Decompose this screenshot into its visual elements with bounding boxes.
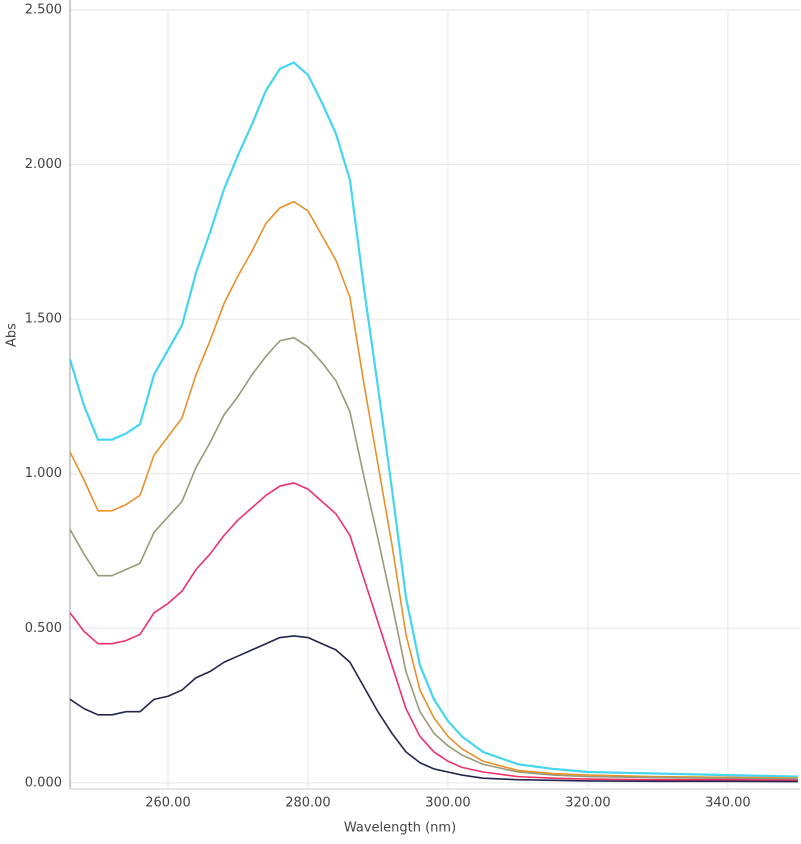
y-tick-label: 2.500 <box>25 3 62 18</box>
x-tick-label: 300.00 <box>425 796 471 811</box>
spectrum-line <box>69 482 798 782</box>
x-axis-title: Wavelength (nm) <box>344 821 456 836</box>
spectrum-line <box>69 336 798 780</box>
y-tick-label: 0.000 <box>25 775 62 790</box>
spectrum-line <box>69 635 798 783</box>
x-tick-label: 320.00 <box>565 796 611 811</box>
y-tick-label: 1.500 <box>25 312 62 327</box>
spectrum-line <box>69 200 798 779</box>
spectrum-line <box>68 61 798 778</box>
x-tick-label: 340.00 <box>705 796 751 811</box>
y-tick-label: 0.500 <box>25 621 62 636</box>
y-tick-label: 1.000 <box>25 466 62 481</box>
y-tick-label: 2.000 <box>25 157 62 172</box>
x-tick-label: 260.00 <box>145 796 191 811</box>
y-axis-title: Abs <box>5 323 20 347</box>
x-tick-label: 280.00 <box>285 796 331 811</box>
